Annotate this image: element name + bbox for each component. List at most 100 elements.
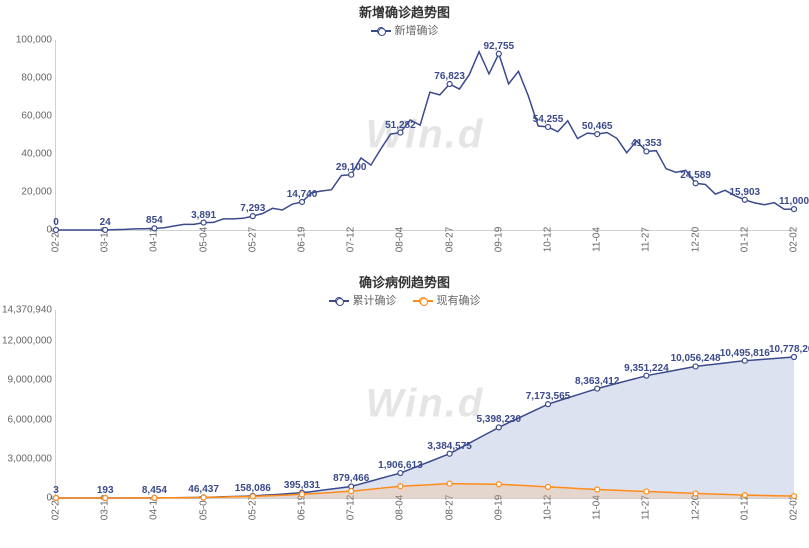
data-label: 24,589 [680,170,711,181]
series-marker [398,484,403,489]
y-axis-tick: 9,000,000 [8,375,53,386]
x-axis-tick: 08-27 [444,495,455,521]
legend-label: 现有确诊 [437,295,481,307]
new-cases-chart: 新增确诊趋势图新增确诊 Win.d020,00040,00060,00080,00… [0,2,809,269]
data-label: 76,823 [434,71,465,82]
series-marker [595,132,600,137]
x-axis-tick: 01-12 [739,495,750,521]
series-marker [644,149,649,154]
series-marker [742,197,747,202]
series-marker [103,495,108,500]
data-label: 10,495,816 [720,348,770,359]
y-axis-tick: 100,000 [16,35,52,46]
legend-item: 现有确诊 [413,292,481,308]
x-axis-tick: 12-20 [690,495,701,521]
x-axis-tick: 05-27 [247,227,258,253]
series-marker [693,181,698,186]
data-label: 10,056,248 [671,353,721,364]
x-axis-tick: 11-27 [641,227,652,252]
data-label: 7,293 [240,203,265,214]
data-label: 24 [100,217,111,228]
series-marker [496,425,501,430]
x-axis-tick: 09-19 [493,495,504,521]
data-label: 7,173,565 [526,391,571,402]
series-marker [349,489,354,494]
x-axis-tick: 07-12 [346,495,357,521]
series-marker [250,494,255,499]
legend-marker [413,300,433,302]
chart-legend: 累计确诊现有确诊 [0,292,809,308]
series-marker [447,451,452,456]
y-axis-tick: 80,000 [21,73,52,84]
series-marker [792,207,797,212]
data-label: 54,255 [533,114,564,125]
x-axis-tick: 05-04 [198,227,209,253]
series-marker [201,495,206,500]
plot-area: Win.d020,00040,00060,00080,000100,00002-… [55,40,794,231]
legend-marker [329,300,349,302]
plot-svg [56,40,794,230]
series-marker [742,358,747,363]
y-axis-tick: 6,000,000 [8,414,53,425]
x-axis-tick: 11-04 [592,227,603,252]
data-label: 5,398,230 [477,414,522,425]
x-axis-tick: 09-19 [493,227,504,253]
data-label: 854 [146,215,163,226]
chart-title: 新增确诊趋势图 [0,2,809,20]
x-axis-tick: 10-12 [543,495,554,521]
series-marker [349,172,354,177]
data-label: 50,465 [582,121,613,132]
data-label: 3 [53,485,59,496]
y-axis-tick: 40,000 [21,149,52,160]
series-area [56,357,794,498]
data-label: 51,282 [385,120,416,131]
data-label: 46,437 [188,484,219,495]
series-marker [792,355,797,360]
x-axis-tick: 01-12 [739,227,750,253]
plot-area: Win.d03,000,0006,000,0009,000,00012,000,… [55,310,794,499]
y-axis-tick: 14,370,940 [2,305,52,316]
y-axis-tick: 12,000,000 [2,336,52,347]
series-marker [644,489,649,494]
series-marker [496,51,501,56]
legend-marker [371,30,391,32]
series-marker [300,199,305,204]
data-label: 11,000 [779,196,809,207]
x-axis-tick: 06-19 [297,227,308,253]
data-label: 15,903 [730,187,761,198]
x-axis-tick: 11-27 [641,495,652,520]
series-marker [250,214,255,219]
series-marker [398,130,403,135]
data-label: 193 [97,485,114,496]
series-line [56,52,794,230]
x-axis-tick: 06-19 [297,495,308,521]
series-marker [54,495,59,500]
chart-legend: 新增确诊 [0,22,809,38]
data-label: 10,778,200 [769,344,809,355]
legend-item: 新增确诊 [371,22,439,38]
series-marker [546,124,551,129]
x-axis-tick: 12-20 [690,227,701,253]
legend-label: 新增确诊 [395,25,439,37]
data-label: 3,384,575 [427,441,472,452]
total-cases-chart: 确诊病例趋势图累计确诊现有确诊Win.d03,000,0006,000,0009… [0,272,809,537]
x-axis-tick: 08-04 [395,227,406,253]
series-marker [595,386,600,391]
plot-svg [56,310,794,498]
series-marker [546,484,551,489]
series-marker [54,228,59,233]
data-label: 8,454 [142,485,167,496]
x-axis-tick: 02-02 [789,227,800,253]
series-marker [398,471,403,476]
data-label: 1,906,613 [378,460,423,471]
series-marker [152,226,157,231]
series-marker [447,481,452,486]
data-label: 3,891 [191,210,216,221]
series-marker [644,373,649,378]
series-marker [152,495,157,500]
data-label: 158,086 [235,483,271,494]
series-marker [693,364,698,369]
data-label: 29,100 [336,162,367,173]
x-axis-tick: 10-12 [543,227,554,253]
series-marker [300,492,305,497]
